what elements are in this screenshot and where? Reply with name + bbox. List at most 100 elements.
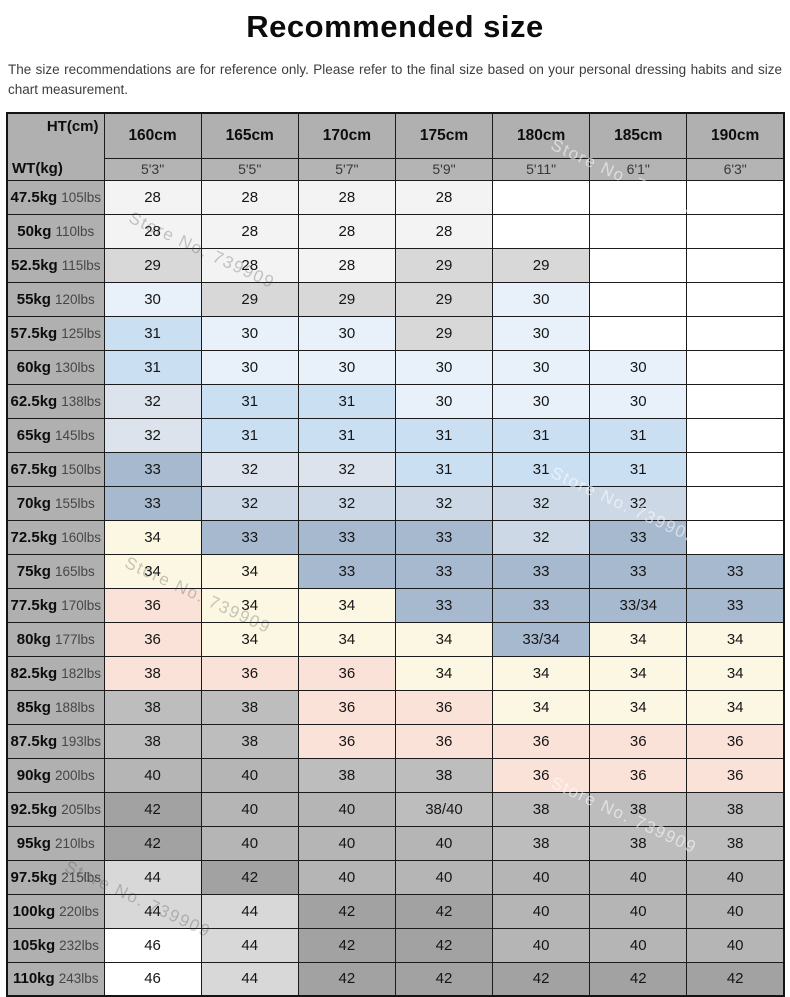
- weight-lbs: 177lbs: [55, 632, 95, 647]
- size-cell: 38: [687, 826, 784, 860]
- size-cell: [687, 316, 784, 350]
- size-cell: 32: [201, 486, 298, 520]
- weight-kg: 100kg: [13, 903, 56, 920]
- size-cell: 36: [687, 758, 784, 792]
- size-cell: 30: [590, 350, 687, 384]
- weight-lbs: 160lbs: [61, 530, 101, 545]
- size-cell: 40: [201, 792, 298, 826]
- size-cell: 31: [395, 452, 492, 486]
- size-cell: 40: [298, 792, 395, 826]
- weight-kg: 92.5kg: [11, 801, 58, 818]
- weight-kg: 72.5kg: [11, 529, 58, 546]
- weight-kg: 55kg: [17, 291, 51, 308]
- size-cell: 33/34: [590, 588, 687, 622]
- size-cell: 31: [590, 452, 687, 486]
- weight-lbs: 210lbs: [55, 836, 95, 851]
- weight-lbs: 215lbs: [61, 870, 101, 885]
- size-cell: 40: [395, 860, 492, 894]
- weight-kg: 47.5kg: [11, 189, 58, 206]
- size-cell: 28: [395, 180, 492, 214]
- weight-lbs: 155lbs: [55, 496, 95, 511]
- size-cell: 31: [493, 452, 590, 486]
- size-cell: 34: [687, 656, 784, 690]
- weight-kg: 75kg: [17, 563, 51, 580]
- size-cell: 44: [201, 894, 298, 928]
- size-cell: 28: [395, 214, 492, 248]
- size-cell: 30: [493, 316, 590, 350]
- weight-lbs: 115lbs: [62, 258, 101, 273]
- weight-lbs: 205lbs: [61, 802, 101, 817]
- weight-lbs: 232lbs: [59, 938, 99, 953]
- size-cell: [687, 520, 784, 554]
- size-cell: 34: [298, 588, 395, 622]
- weight-lbs: 188lbs: [55, 700, 95, 715]
- size-cell: 36: [687, 724, 784, 758]
- size-cell: 34: [104, 554, 201, 588]
- size-cell: 29: [395, 282, 492, 316]
- size-cell: 28: [298, 214, 395, 248]
- height-ft-header: 5'3": [104, 158, 201, 180]
- size-cell: 42: [395, 894, 492, 928]
- size-cell: 29: [201, 282, 298, 316]
- size-cell: 40: [201, 758, 298, 792]
- size-cell: 34: [687, 690, 784, 724]
- weight-kg: 70kg: [17, 495, 51, 512]
- page-title: Recommended size: [0, 9, 790, 45]
- size-cell: 34: [590, 656, 687, 690]
- weight-lbs: 105lbs: [61, 190, 101, 205]
- size-cell: [687, 282, 784, 316]
- weight-kg: 90kg: [17, 767, 51, 784]
- size-cell: 31: [590, 418, 687, 452]
- size-cell: 28: [201, 248, 298, 282]
- size-cell: 28: [104, 180, 201, 214]
- size-cell: 30: [493, 350, 590, 384]
- size-cell: 34: [201, 588, 298, 622]
- size-cell: 38: [687, 792, 784, 826]
- size-cell: 40: [104, 758, 201, 792]
- size-cell: 34: [687, 622, 784, 656]
- size-cell: 36: [493, 758, 590, 792]
- size-cell: 31: [493, 418, 590, 452]
- weight-lbs: 193lbs: [61, 734, 101, 749]
- size-cell: 30: [298, 316, 395, 350]
- size-cell: 42: [298, 928, 395, 962]
- size-cell: 34: [395, 656, 492, 690]
- size-cell: 29: [298, 282, 395, 316]
- size-cell: 38: [201, 724, 298, 758]
- weight-lbs: 130lbs: [55, 360, 95, 375]
- size-cell: 42: [493, 962, 590, 996]
- size-cell: 34: [298, 622, 395, 656]
- size-cell: 40: [493, 928, 590, 962]
- size-cell: 44: [104, 894, 201, 928]
- size-cell: 29: [395, 316, 492, 350]
- size-cell: 33: [395, 554, 492, 588]
- size-cell: 36: [298, 724, 395, 758]
- size-cell: 28: [104, 214, 201, 248]
- weight-kg: 110kg: [13, 970, 55, 987]
- size-cell: 34: [590, 690, 687, 724]
- size-cell: 30: [201, 350, 298, 384]
- size-cell: 30: [395, 350, 492, 384]
- height-column-header: 185cm: [590, 113, 687, 159]
- size-cell: 38: [298, 758, 395, 792]
- size-cell: 38: [201, 690, 298, 724]
- size-cell: 36: [395, 690, 492, 724]
- size-cell: 40: [493, 894, 590, 928]
- size-cell: 29: [395, 248, 492, 282]
- size-cell: [687, 452, 784, 486]
- size-cell: 40: [687, 860, 784, 894]
